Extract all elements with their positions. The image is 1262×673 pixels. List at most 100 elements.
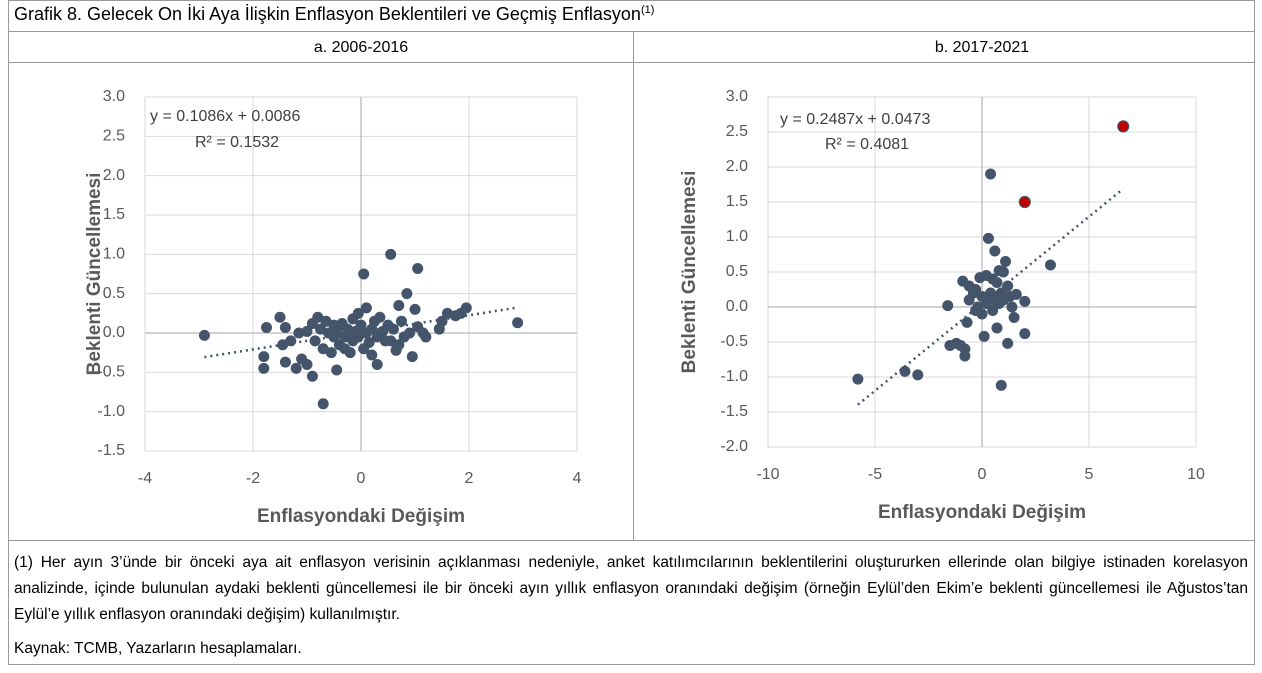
point (989, 245, 1001, 257)
point (982, 232, 994, 244)
point (331, 364, 343, 376)
point (290, 362, 302, 374)
point (995, 379, 1007, 391)
point (393, 339, 405, 351)
trend-equation: y = 0.1086x + 0.0086 (150, 108, 300, 125)
point (412, 262, 424, 274)
point (317, 398, 329, 410)
y-tick-label: 2.0 (103, 167, 125, 184)
point (961, 316, 973, 328)
frame (8, 0, 1255, 665)
point (852, 373, 864, 385)
point (301, 325, 313, 337)
point (401, 288, 413, 300)
point (301, 358, 313, 370)
source: Kaynak: TCMB, Yazarların hesaplamaları. (14, 640, 302, 657)
point (352, 307, 364, 319)
point (912, 369, 924, 381)
point (406, 351, 418, 363)
point (385, 248, 397, 260)
point (363, 336, 375, 348)
point (980, 298, 992, 309)
x-tick-label: 0 (978, 466, 987, 483)
y-tick-label: 1.0 (726, 228, 748, 245)
y-tick-label: 0.0 (103, 324, 125, 341)
chart-subtitle: a. 2006-2016 (314, 39, 408, 56)
y-tick-label: -1.0 (97, 403, 125, 420)
point (987, 305, 999, 316)
point (404, 327, 416, 339)
point (360, 302, 372, 314)
point (991, 322, 1003, 334)
y-tick-label: 0.5 (103, 285, 125, 302)
point (1002, 280, 1014, 292)
point (1019, 295, 1031, 307)
point (274, 311, 286, 323)
x-tick-label: 5 (1085, 466, 1094, 483)
y-tick-label: -1.0 (720, 368, 748, 385)
point (460, 302, 472, 314)
point (366, 349, 378, 361)
title-text: Grafik 8. Gelecek On İki Aya İlişkin Enf… (14, 4, 641, 24)
point (393, 299, 405, 311)
point (1010, 288, 1022, 300)
point (976, 308, 988, 320)
x-tick-label: -2 (246, 470, 260, 487)
y-tick-label: 2.5 (726, 123, 748, 140)
y-axis-label: Beklenti Güncellemesi (84, 173, 105, 376)
point (374, 311, 386, 323)
point (279, 321, 291, 333)
point (371, 358, 383, 370)
point (279, 356, 291, 368)
y-tick-label: 2.5 (103, 128, 125, 145)
point (344, 347, 356, 359)
point (436, 315, 448, 327)
y-tick-label: 0.0 (726, 298, 748, 315)
x-axis-label: Enflasyondaki Değişim (878, 502, 1086, 523)
point (959, 343, 971, 355)
r-squared: R² = 0.1532 (195, 134, 279, 151)
y-tick-label: -2.0 (720, 438, 748, 455)
point (358, 268, 370, 280)
point (995, 287, 1007, 299)
point (261, 321, 272, 333)
chart-subtitle: b. 2017-2021 (935, 39, 1029, 56)
point (198, 329, 210, 341)
point (258, 362, 270, 374)
point (306, 370, 318, 382)
x-tick-label: -10 (756, 466, 779, 483)
y-tick-label: 0.5 (726, 263, 748, 280)
point (1006, 301, 1018, 313)
point (409, 303, 421, 315)
y-tick-label: -1.5 (97, 442, 125, 459)
point (1008, 312, 1020, 323)
y-tick-label: 3.0 (726, 88, 748, 105)
point (997, 266, 1009, 278)
r-squared: R² = 0.4081 (825, 136, 909, 153)
y-tick-label: -0.5 (97, 364, 125, 381)
y-tick-label: 1.5 (103, 206, 125, 223)
point (978, 330, 990, 342)
point (1000, 256, 1012, 267)
point (899, 365, 911, 377)
x-tick-label: 10 (1187, 466, 1205, 483)
figure-title: Grafik 8. Gelecek On İki Aya İlişkin Enf… (14, 4, 654, 25)
y-axis-label: Beklenti Güncellemesi (679, 171, 700, 374)
point (985, 168, 997, 180)
point (355, 319, 367, 331)
point (309, 335, 321, 347)
point (420, 331, 432, 343)
y-tick-label: -1.5 (720, 403, 748, 420)
point (1019, 328, 1031, 340)
point (258, 351, 270, 363)
x-tick-label: -4 (138, 470, 152, 487)
point (512, 317, 524, 329)
footnote: (1) Her ayın 3’ünde bir önceki aya ait e… (14, 554, 1248, 623)
y-tick-label: 2.0 (726, 158, 748, 175)
trend-equation: y = 0.2487x + 0.0473 (780, 111, 930, 128)
point (396, 315, 407, 327)
x-tick-label: 4 (573, 470, 582, 487)
point (942, 300, 954, 312)
